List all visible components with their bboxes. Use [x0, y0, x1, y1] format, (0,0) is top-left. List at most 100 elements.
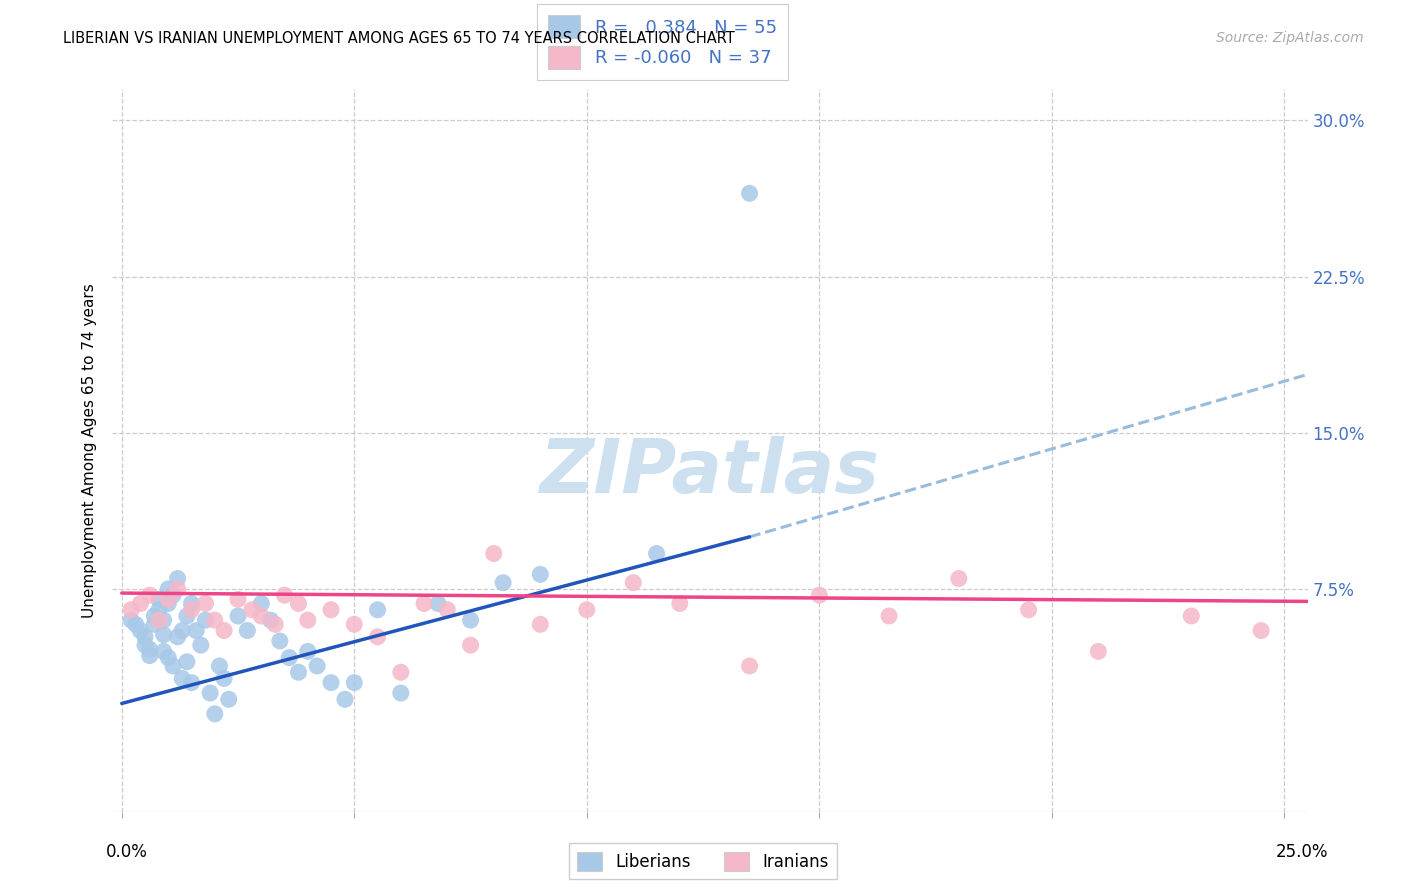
Text: 0.0%: 0.0%: [105, 843, 148, 861]
Point: [1087, 644, 1109, 658]
Point: [143, 617, 166, 632]
Point: [333, 692, 356, 706]
Point: [436, 603, 458, 617]
Point: [157, 597, 180, 611]
Point: [278, 650, 301, 665]
Point: [413, 597, 436, 611]
Point: [194, 597, 217, 611]
Point: [152, 644, 174, 658]
Point: [482, 547, 505, 561]
Point: [319, 675, 342, 690]
Point: [148, 592, 170, 607]
Point: [157, 592, 180, 607]
Point: [148, 603, 170, 617]
Point: [218, 692, 240, 706]
Point: [621, 575, 644, 590]
Point: [194, 613, 217, 627]
Point: [143, 609, 166, 624]
Point: [1180, 609, 1202, 624]
Point: [645, 547, 668, 561]
Point: [172, 672, 194, 686]
Point: [492, 575, 515, 590]
Text: LIBERIAN VS IRANIAN UNEMPLOYMENT AMONG AGES 65 TO 74 YEARS CORRELATION CHART: LIBERIAN VS IRANIAN UNEMPLOYMENT AMONG A…: [63, 31, 735, 46]
Point: [134, 638, 156, 652]
Point: [343, 675, 366, 690]
Point: [877, 609, 900, 624]
Text: 25.0%: 25.0%: [1277, 843, 1329, 861]
Point: [180, 597, 202, 611]
Point: [1250, 624, 1272, 638]
Point: [204, 613, 226, 627]
Legend: Liberians, Iranians: Liberians, Iranians: [569, 843, 837, 880]
Point: [212, 672, 235, 686]
Point: [367, 603, 389, 617]
Text: ZIPatlas: ZIPatlas: [540, 435, 880, 508]
Point: [389, 665, 412, 680]
Y-axis label: Unemployment Among Ages 65 to 74 years: Unemployment Among Ages 65 to 74 years: [82, 283, 97, 618]
Point: [250, 609, 273, 624]
Point: [460, 613, 482, 627]
Point: [460, 638, 482, 652]
Point: [319, 603, 342, 617]
Point: [208, 659, 231, 673]
Point: [157, 650, 180, 665]
Point: [269, 634, 291, 648]
Point: [250, 597, 273, 611]
Point: [212, 624, 235, 638]
Point: [129, 597, 152, 611]
Point: [120, 613, 142, 627]
Point: [134, 630, 156, 644]
Point: [166, 582, 188, 596]
Point: [367, 630, 389, 644]
Point: [297, 644, 319, 658]
Point: [138, 642, 160, 657]
Point: [162, 588, 184, 602]
Point: [125, 617, 148, 632]
Legend: R =   0.384   N = 55, R = -0.060   N = 37: R = 0.384 N = 55, R = -0.060 N = 37: [537, 4, 787, 79]
Point: [669, 597, 692, 611]
Point: [529, 567, 551, 582]
Point: [738, 659, 761, 673]
Point: [226, 592, 249, 607]
Point: [166, 630, 188, 644]
Point: [575, 603, 598, 617]
Point: [343, 617, 366, 632]
Point: [138, 648, 160, 663]
Point: [162, 659, 184, 673]
Point: [948, 572, 970, 586]
Point: [152, 628, 174, 642]
Point: [427, 597, 450, 611]
Point: [259, 613, 281, 627]
Point: [738, 186, 761, 201]
Point: [176, 655, 198, 669]
Point: [529, 617, 551, 632]
Point: [166, 572, 188, 586]
Point: [157, 582, 180, 596]
Point: [152, 613, 174, 627]
Point: [287, 665, 309, 680]
Point: [264, 617, 287, 632]
Point: [808, 588, 831, 602]
Point: [273, 588, 295, 602]
Point: [176, 609, 198, 624]
Point: [389, 686, 412, 700]
Point: [240, 603, 263, 617]
Point: [148, 613, 170, 627]
Point: [120, 603, 142, 617]
Point: [204, 706, 226, 721]
Point: [297, 613, 319, 627]
Point: [138, 588, 160, 602]
Point: [236, 624, 259, 638]
Point: [287, 597, 309, 611]
Text: Source: ZipAtlas.com: Source: ZipAtlas.com: [1216, 31, 1364, 45]
Point: [129, 624, 152, 638]
Point: [307, 659, 329, 673]
Point: [198, 686, 221, 700]
Point: [180, 675, 202, 690]
Point: [1018, 603, 1040, 617]
Point: [172, 624, 194, 638]
Point: [186, 624, 208, 638]
Point: [190, 638, 212, 652]
Point: [180, 603, 202, 617]
Point: [226, 609, 249, 624]
